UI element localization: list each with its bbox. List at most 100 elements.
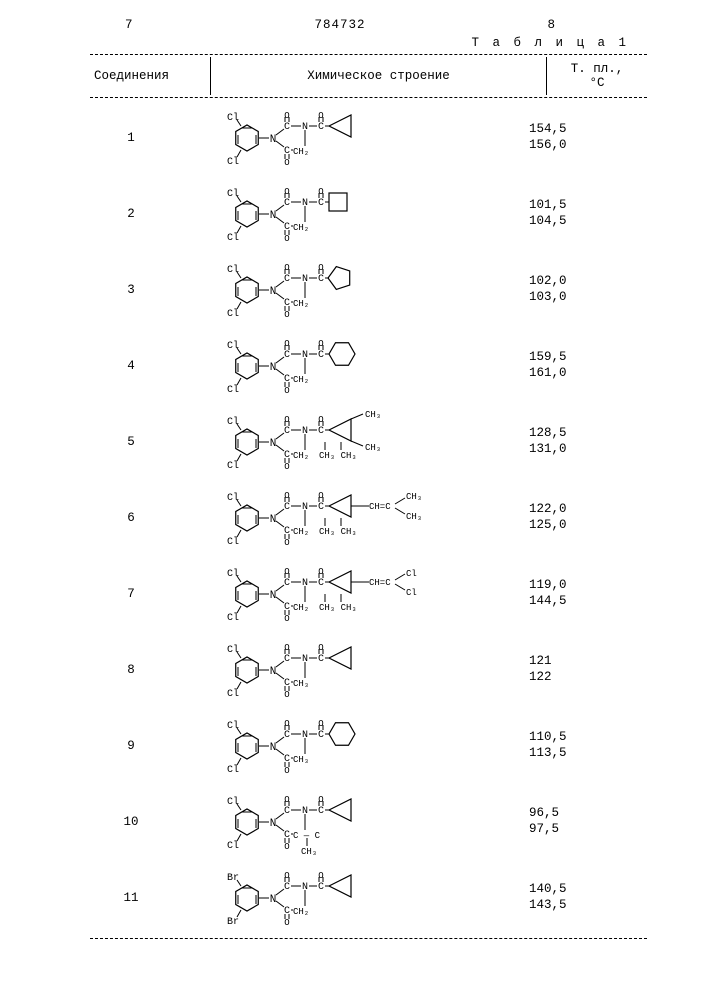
col-head-compound: Соединения: [90, 69, 210, 83]
mp-high: 131,0: [529, 442, 567, 456]
svg-text:N: N: [270, 818, 277, 830]
svg-text:N: N: [270, 210, 277, 222]
chem-structure: Cl Cl N C O N C O C O CH₂: [211, 255, 466, 325]
svg-text:C: C: [318, 654, 324, 665]
cell-structure: Cl Cl N C O N C O C O C — C CH₃: [172, 787, 505, 857]
table-row: 8 Cl Cl N C O N C O C O CH₃: [90, 632, 647, 708]
cell-compound-number: 8: [90, 663, 172, 677]
svg-text:O: O: [284, 234, 289, 244]
svg-text:C: C: [318, 502, 324, 513]
cell-compound-number: 2: [90, 207, 172, 221]
svg-text:Cl: Cl: [227, 308, 239, 320]
chem-structure: Cl Cl N C O N C O C O C — C CH₃: [211, 787, 466, 857]
cell-compound-number: 1: [90, 131, 172, 145]
svg-text:Cl: Cl: [227, 340, 239, 352]
svg-text:C: C: [318, 882, 324, 893]
svg-text:Cl: Cl: [227, 612, 239, 624]
mp-high: 161,0: [529, 366, 567, 380]
cell-melting-point: 159,5 161,0: [505, 350, 647, 381]
svg-text:C: C: [284, 274, 290, 285]
svg-text:C: C: [284, 730, 290, 741]
svg-text:CH₃: CH₃: [406, 512, 422, 522]
chem-structure: Cl Cl N C O N C O C O CH₂: [211, 103, 466, 173]
chem-structure: Cl Cl N C O N C O C O CH₂: [211, 331, 466, 401]
svg-text:CH₃: CH₃: [365, 410, 381, 420]
svg-text:Cl: Cl: [227, 492, 239, 504]
svg-text:C: C: [284, 350, 290, 361]
mp-low: 121: [529, 654, 552, 668]
cell-compound-number: 10: [90, 815, 172, 829]
mp-low: 122,0: [529, 502, 567, 516]
mp-high: 104,5: [529, 214, 567, 228]
svg-text:CH₂: CH₂: [293, 299, 309, 309]
svg-text:CH=C: CH=C: [369, 578, 391, 588]
svg-text:Cl: Cl: [227, 840, 239, 852]
header-numbers: 7 784732 8: [125, 18, 555, 32]
svg-text:C: C: [284, 122, 290, 133]
column-header-row: Соединения Химическое строение Т. пл., °…: [90, 57, 647, 95]
cell-compound-number: 3: [90, 283, 172, 297]
cell-compound-number: 11: [90, 891, 172, 905]
cell-structure: Cl Cl N C O N C O C O CH₂ CH=C: [172, 483, 505, 553]
cell-melting-point: 101,5 104,5: [505, 198, 647, 229]
chem-structure: Cl Cl N C O N C O C O CH₂: [211, 179, 466, 249]
svg-text:C: C: [318, 198, 324, 209]
chem-structure: Cl Cl N C O N C O C O CH₂ CH₃: [211, 407, 466, 477]
svg-text:C: C: [318, 350, 324, 361]
cell-structure: Br Br N C O N C O C O CH₂: [172, 863, 505, 933]
svg-text:Br: Br: [227, 917, 239, 928]
cell-melting-point: 110,5 113,5: [505, 730, 647, 761]
svg-text:C: C: [318, 578, 324, 589]
svg-text:Br: Br: [227, 873, 239, 884]
cell-compound-number: 6: [90, 511, 172, 525]
cell-structure: Cl Cl N C O N C O C O CH₃: [172, 635, 505, 705]
svg-text:Cl: Cl: [227, 720, 239, 732]
svg-text:C: C: [284, 502, 290, 513]
svg-text:O: O: [284, 918, 289, 928]
svg-text:C: C: [284, 806, 290, 817]
rule-bottom: [90, 938, 647, 939]
svg-text:CH₂: CH₂: [293, 451, 309, 461]
svg-text:O: O: [284, 158, 289, 168]
page-root: 7 784732 8 Т а б л и ц а 1 Соединения Хи…: [0, 0, 707, 1000]
svg-text:CH₂: CH₂: [293, 527, 309, 537]
rule-top: [90, 54, 647, 55]
svg-text:Cl: Cl: [227, 156, 239, 168]
table-body: 1 Cl Cl N C O N C O C O CH₂: [90, 100, 647, 936]
svg-text:C: C: [284, 426, 290, 437]
svg-text:O: O: [284, 310, 289, 320]
cell-structure: Cl Cl N C O N C O C O CH₂: [172, 103, 505, 173]
chem-structure: Br Br N C O N C O C O CH₂: [211, 863, 466, 933]
cell-structure: Cl Cl N C O N C O C O CH₂ CH₃: [172, 407, 505, 477]
mp-low: 159,5: [529, 350, 567, 364]
svg-text:Cl: Cl: [227, 764, 239, 776]
table-row: 9 Cl Cl N C O N C O C O CH₃: [90, 708, 647, 784]
svg-text:N: N: [270, 438, 277, 450]
mp-high: 144,5: [529, 594, 567, 608]
svg-text:Cl: Cl: [406, 569, 417, 579]
cell-melting-point: 96,5 97,5: [505, 806, 647, 837]
cell-compound-number: 9: [90, 739, 172, 753]
cell-structure: Cl Cl N C O N C O C O CH₂: [172, 331, 505, 401]
svg-text:Cl: Cl: [227, 188, 239, 200]
cell-structure: Cl Cl N C O N C O C O CH₂: [172, 179, 505, 249]
svg-text:CH₃ CH₃: CH₃ CH₃: [319, 527, 357, 537]
svg-text:CH₃: CH₃: [406, 492, 422, 502]
mp-low: 154,5: [529, 122, 567, 136]
mp-low: 96,5: [529, 806, 559, 820]
cell-compound-number: 5: [90, 435, 172, 449]
svg-text:C: C: [318, 806, 324, 817]
svg-text:N: N: [270, 286, 277, 298]
col-head-mp: Т. пл., °С: [547, 62, 647, 91]
svg-text:O: O: [284, 690, 289, 700]
svg-text:Cl: Cl: [227, 460, 239, 472]
svg-text:O: O: [284, 766, 289, 776]
table-row: 1 Cl Cl N C O N C O C O CH₂: [90, 100, 647, 176]
svg-text:N: N: [270, 134, 277, 146]
svg-text:CH₃: CH₃: [293, 679, 309, 689]
svg-text:CH₃ CH₃: CH₃ CH₃: [319, 603, 357, 613]
table-row: 4 Cl Cl N C O N C O C O CH₂: [90, 328, 647, 404]
svg-text:Cl: Cl: [227, 568, 239, 580]
svg-text:C: C: [318, 426, 324, 437]
cell-compound-number: 7: [90, 587, 172, 601]
